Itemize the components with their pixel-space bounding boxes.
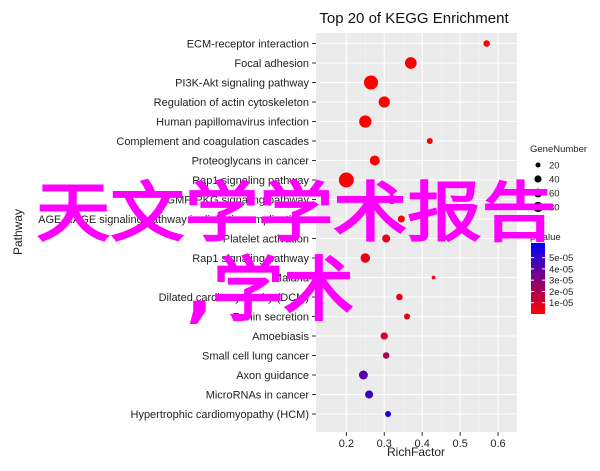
size-legend-label: 60 xyxy=(549,189,560,200)
color-legend-label: 4e-05 xyxy=(549,264,573,275)
size-legend-title: GeneNumber xyxy=(530,144,587,155)
x-tick-label: 0.5 xyxy=(452,438,467,450)
data-point xyxy=(426,137,433,145)
data-point xyxy=(363,75,379,90)
overlay-line-2: ,学术 xyxy=(186,249,354,331)
size-legend-dot xyxy=(534,175,542,183)
y-axis-title: Pathway xyxy=(11,209,25,255)
pathway-label: Complement and coagulation cascades xyxy=(116,136,309,148)
color-legend-label: 2e-05 xyxy=(549,287,573,298)
color-legend-label: 1e-05 xyxy=(549,298,573,309)
pathway-label: ECM-receptor interaction xyxy=(187,39,309,51)
size-legend-label: 20 xyxy=(549,161,560,172)
pathway-label: Dilated cardiomyopathy (DCM) xyxy=(159,292,309,304)
pathway-labels: ECM-receptor interaction Focal adhesion PI… xyxy=(38,39,316,421)
size-legend-dot xyxy=(532,201,544,213)
x-tick-label: 0.4 xyxy=(415,438,430,450)
pathway-label: AGE-RAGE signaling pathway in diabetic c… xyxy=(38,214,309,226)
size-legend-dot xyxy=(535,162,541,168)
data-point xyxy=(378,96,390,108)
x-tick-label: 0.6 xyxy=(490,438,505,450)
data-point xyxy=(385,410,392,418)
data-point xyxy=(369,155,380,166)
pathway-label: Renin secretion xyxy=(233,312,309,324)
pathway-label: Malaria xyxy=(273,273,310,285)
size-legend-label: 40 xyxy=(549,175,560,186)
x-tick-label: 0.2 xyxy=(339,438,354,450)
data-point xyxy=(360,253,371,263)
data-points xyxy=(338,40,490,418)
color-legend-label: 3e-05 xyxy=(549,276,573,287)
data-point xyxy=(380,332,388,340)
data-point xyxy=(483,40,490,47)
x-axis-ticks: 0.2 0.3 0.4 0.5 0.6 xyxy=(339,432,506,450)
data-point xyxy=(382,352,390,359)
overlay-text: 天文学学术报告 ,学术 xyxy=(36,176,556,331)
color-bar xyxy=(531,243,545,314)
size-legend: GeneNumber 20 40 60 80 xyxy=(530,144,587,214)
pathway-label: Human papillomavirus infection xyxy=(156,117,309,129)
pathway-label: cGMP-PKG signaling pathway xyxy=(161,195,309,207)
data-point xyxy=(359,115,372,128)
data-point xyxy=(404,313,411,320)
data-point xyxy=(387,195,397,204)
pathway-label: Focal adhesion xyxy=(234,58,309,70)
pathway-label: MicroRNAs in cancer xyxy=(206,390,310,402)
data-point xyxy=(404,57,417,69)
pathway-label: PI3K-Akt signaling pathway xyxy=(175,78,309,90)
data-point xyxy=(431,275,436,280)
pathway-label: Proteoglycans in cancer xyxy=(192,156,310,168)
plot-panel xyxy=(316,33,517,432)
data-point xyxy=(365,390,374,399)
pathway-label: Small cell lung cancer xyxy=(202,351,309,363)
color-legend-title: p.value xyxy=(530,232,561,243)
data-point xyxy=(338,172,354,188)
chart-title: Top 20 of KEGG Enrichment xyxy=(319,10,509,27)
x-tick-label: 0.3 xyxy=(377,438,392,450)
data-point xyxy=(397,215,405,223)
size-legend-dot xyxy=(533,188,543,198)
pathway-label: Hypertrophic cardiomyopathy (HCM) xyxy=(131,409,310,421)
pathway-label: Rap1 signaling pathway xyxy=(192,175,309,187)
data-point xyxy=(382,234,391,243)
data-point xyxy=(396,293,403,301)
pathway-label: Amoebiasis xyxy=(252,331,309,343)
pathway-label: Platelet activation xyxy=(223,234,309,246)
x-axis-title: RichFactor xyxy=(387,445,445,459)
color-legend-label: 5e-05 xyxy=(549,253,573,264)
pathway-label: Rap1 signaling pathway xyxy=(192,253,309,265)
data-point xyxy=(358,370,368,380)
overlay-line-1: 天文学学术报告 xyxy=(36,176,556,251)
pathway-label: Axon guidance xyxy=(236,370,309,382)
pathway-label: Regulation of actin cytoskeleton xyxy=(154,97,309,109)
size-legend-label: 80 xyxy=(549,203,560,214)
